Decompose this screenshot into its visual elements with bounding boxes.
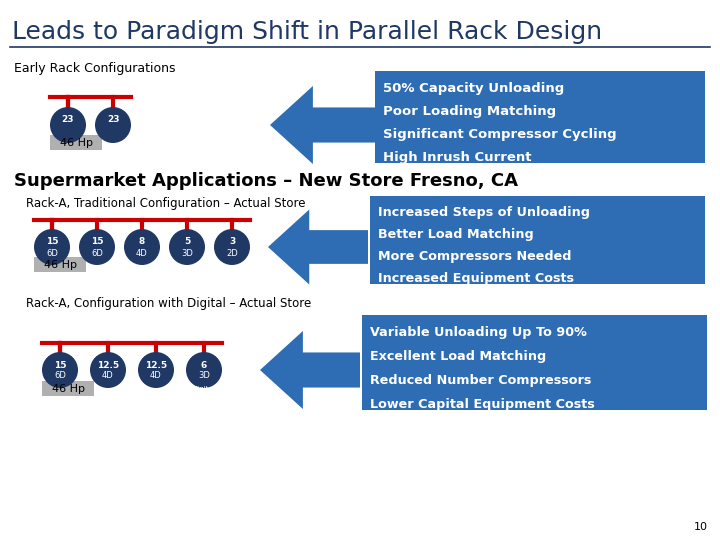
Text: More Compressors Needed: More Compressors Needed [378,250,572,263]
Text: 12.5: 12.5 [97,361,119,369]
Text: Variable Unloading Up To 90%: Variable Unloading Up To 90% [370,326,587,339]
Circle shape [90,352,126,388]
Text: Poor Loading Matching: Poor Loading Matching [383,105,556,118]
Text: 15: 15 [91,238,103,246]
Text: 46 Hp: 46 Hp [43,260,76,269]
Text: 3D: 3D [181,248,193,258]
Text: High Inrush Current: High Inrush Current [383,151,531,164]
Polygon shape [270,86,375,164]
Text: Excellent Load Matching: Excellent Load Matching [370,350,546,363]
Text: 2D: 2D [226,248,238,258]
Circle shape [95,107,131,143]
Bar [362,315,707,410]
Text: 6D: 6D [54,372,66,381]
Text: 4D: 4D [102,372,114,381]
Text: 6: 6 [201,361,207,369]
Text: Reduced Number Compressors: Reduced Number Compressors [370,374,591,387]
Text: Digital: Digital [193,386,215,392]
Polygon shape [260,331,360,409]
Text: Increased Equipment Costs: Increased Equipment Costs [378,272,574,285]
Text: 23: 23 [107,116,120,125]
Text: 3: 3 [229,238,235,246]
Circle shape [214,229,250,265]
Text: 46 Hp: 46 Hp [52,383,84,394]
Text: 15: 15 [46,238,58,246]
Text: Supermarket Applications – New Store Fresno, CA: Supermarket Applications – New Store Fre… [14,172,518,190]
Circle shape [79,229,115,265]
Bar [370,196,705,284]
Text: 3D: 3D [198,372,210,381]
Circle shape [42,352,78,388]
Text: Increased Steps of Unloading: Increased Steps of Unloading [378,206,590,219]
Circle shape [138,352,174,388]
Text: Rack-A, Traditional Configuration – Actual Store: Rack-A, Traditional Configuration – Actu… [26,197,305,210]
Bar [34,257,86,272]
Text: 8: 8 [139,238,145,246]
Text: Leads to Paradigm Shift in Parallel Rack Design: Leads to Paradigm Shift in Parallel Rack… [12,20,602,44]
Circle shape [169,229,205,265]
Text: 6D: 6D [91,248,103,258]
Text: 10: 10 [694,522,708,532]
Bar [50,135,102,150]
Text: 23: 23 [62,116,74,125]
Text: 12.5: 12.5 [145,361,167,369]
Text: 4D: 4D [150,372,162,381]
Text: Significant Compressor Cycling: Significant Compressor Cycling [383,128,616,141]
Bar [375,71,705,163]
Circle shape [50,107,86,143]
Bar [42,381,94,396]
Text: 50% Capacity Unloading: 50% Capacity Unloading [383,82,564,94]
Text: Better Load Matching: Better Load Matching [378,228,534,241]
Text: 5: 5 [184,238,190,246]
Text: Lower Capital Equipment Costs: Lower Capital Equipment Costs [370,397,595,410]
Text: Early Rack Configurations: Early Rack Configurations [14,62,176,75]
Text: 4D: 4D [136,248,148,258]
Text: Rack-A, Configuration with Digital – Actual Store: Rack-A, Configuration with Digital – Act… [26,297,311,310]
Circle shape [186,352,222,388]
Text: 15: 15 [54,361,66,369]
Text: 46 Hp: 46 Hp [60,138,92,147]
Circle shape [124,229,160,265]
Polygon shape [268,210,368,285]
Text: 6D: 6D [46,248,58,258]
Circle shape [34,229,70,265]
